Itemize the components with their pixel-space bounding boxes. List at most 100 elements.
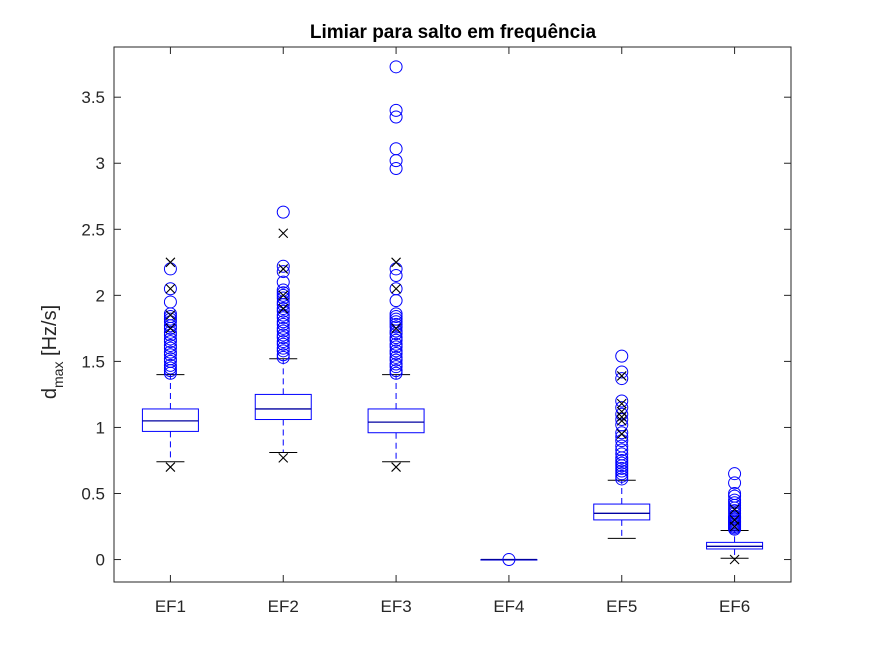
extreme-point [616, 398, 627, 409]
outlier-point [615, 401, 629, 415]
outlier-point [276, 317, 290, 331]
extreme-point [729, 504, 740, 515]
outlier-point [163, 341, 177, 355]
outlier-point [615, 439, 629, 453]
extreme-point [616, 415, 627, 426]
outlier-point [276, 205, 290, 219]
outlier-point [276, 350, 290, 364]
outlier-point [389, 331, 403, 345]
x-tick-label: EF5 [606, 597, 637, 616]
y-tick-label: 2.5 [81, 220, 105, 239]
outlier-point [163, 339, 177, 353]
outlier-point [502, 553, 516, 567]
iqr-box [141, 408, 199, 432]
extreme-point [278, 228, 289, 239]
outlier-point [615, 461, 629, 475]
outlier-point [276, 341, 290, 355]
outlier-point [615, 453, 629, 467]
outlier-point [276, 265, 290, 279]
outlier-point [389, 340, 403, 354]
extreme-point [616, 406, 627, 417]
y-tick-label: 1.5 [81, 352, 105, 371]
outlier-point [615, 469, 629, 483]
box-group-ef4 [480, 553, 538, 567]
outlier-point [163, 295, 177, 309]
outlier-point [389, 269, 403, 283]
outlier-point [389, 312, 403, 326]
outlier-point [615, 464, 629, 478]
extreme-point [278, 303, 289, 314]
y-axis-label: dmax [Hz/s] [39, 305, 66, 399]
outlier-point [389, 364, 403, 378]
extreme-point [729, 515, 740, 525]
extreme-point [391, 462, 401, 472]
outlier-point [389, 357, 403, 371]
outlier-point [389, 320, 403, 334]
extreme-point [165, 462, 176, 472]
extreme-point [165, 257, 176, 268]
outlier-point [276, 348, 290, 362]
outlier-point [276, 331, 290, 345]
outlier-point [276, 328, 290, 342]
y-tick-label: 2 [96, 286, 105, 305]
outlier-point [276, 344, 290, 358]
outlier-point [615, 418, 629, 432]
outlier-point [615, 365, 629, 379]
box-group-ef1 [141, 257, 199, 472]
outlier-point [615, 456, 629, 470]
outlier-point [276, 315, 290, 329]
plot-area: 0 0.5 1 1.5 2 2.5 3 3.5 EF1 EF2 EF3 EF4 EF5 EF6 [81, 46, 792, 616]
outlier-point [389, 333, 403, 347]
y-tick-label: 1 [96, 418, 105, 437]
outlier-point [389, 110, 403, 124]
outlier-point [163, 309, 177, 323]
x-tick-label: EF1 [155, 597, 186, 616]
y-axis-label-base: d [39, 388, 61, 399]
outlier-point [728, 504, 742, 518]
outlier-point [276, 275, 290, 289]
outlier-point [615, 426, 629, 440]
outlier-point [163, 345, 177, 359]
outlier-point [389, 103, 403, 117]
outlier-point [389, 309, 403, 323]
outlier-point [728, 467, 742, 481]
box-group-ef3 [367, 60, 425, 472]
x-tick-label: EF2 [268, 597, 299, 616]
outlier-point [615, 472, 629, 486]
outlier-point [389, 346, 403, 360]
outlier-point [276, 288, 290, 302]
extreme-point [729, 554, 740, 565]
outlier-point [163, 312, 177, 326]
extreme-point [616, 371, 627, 381]
outlier-point [615, 349, 629, 363]
outlier-point [276, 302, 290, 316]
outlier-point [389, 353, 403, 367]
outlier-point [728, 476, 742, 490]
extreme-point [391, 257, 401, 268]
iqr-box [593, 503, 651, 521]
extreme-point [165, 310, 176, 321]
outlier-point [389, 307, 403, 321]
outlier-point [389, 366, 403, 380]
outlier-point [276, 324, 290, 338]
axes-box [113, 46, 792, 583]
extreme-point [278, 452, 289, 463]
outlier-point [163, 358, 177, 372]
outlier-point [163, 361, 177, 375]
outlier-point [389, 344, 403, 358]
iqr-box [254, 393, 312, 421]
x-tick-label: EF3 [380, 597, 411, 616]
outlier-point [276, 286, 290, 300]
outlier-point [276, 291, 290, 305]
outlier-point [276, 259, 290, 273]
outlier-point [163, 282, 177, 296]
x-tick-label: EF6 [719, 597, 750, 616]
y-tick-label: 0 [96, 551, 105, 570]
iqr-box [367, 408, 425, 434]
outlier-point [615, 443, 629, 457]
chart-title: Limiar para salto em frequência [310, 22, 597, 43]
outlier-point [389, 317, 403, 331]
extreme-point [165, 283, 176, 294]
outlier-point [728, 493, 742, 507]
